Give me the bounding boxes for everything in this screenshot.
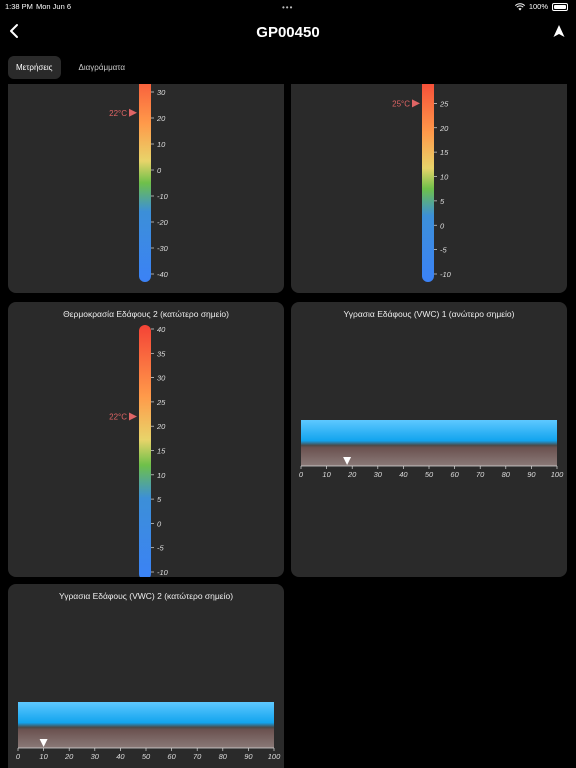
thermometer-gauge: 40 35 30 25 20 15 10 5 0 -5 -10 22°C	[109, 325, 169, 577]
tick-label: 100	[268, 752, 281, 761]
tick-label: 0	[299, 470, 304, 479]
status-date: Mon Jun 6	[36, 2, 72, 11]
tick-label: -20	[157, 218, 169, 227]
tick-label: 30	[91, 752, 100, 761]
card-soil-temperature-2: Θερμοκρασία Εδάφους 2 (κατώτερο σημείο) …	[8, 302, 284, 577]
moisture-gauge: 0 10 20 30 40 50 60 70 80 90 100	[299, 420, 564, 479]
tick-label: 10	[322, 470, 331, 479]
tick-label: -5	[157, 544, 164, 553]
tick-label: 60	[450, 470, 459, 479]
thermometer-tube	[139, 325, 151, 577]
page-title: GP00450	[256, 24, 320, 41]
tick-label: 70	[476, 470, 485, 479]
tick-label: 90	[527, 470, 536, 479]
thermometer-tube	[422, 84, 434, 282]
card-title: Υγρασια Εδάφους (VWC) 2 (κατώτερο σημείο…	[58, 591, 234, 601]
tick-label: -10	[157, 568, 169, 577]
tick-label: 5	[440, 197, 445, 206]
tick-label: 40	[116, 752, 125, 761]
card-title: Υγρασια Εδάφους (VWC) 1 (ανώτερο σημείο)	[343, 309, 515, 319]
tick-label: 40	[399, 470, 408, 479]
tick-label: 80	[219, 752, 228, 761]
tick-label: 25	[439, 99, 449, 108]
value-marker-icon	[343, 457, 352, 465]
tick-label: -10	[440, 270, 452, 279]
tick-label: 20	[347, 470, 357, 479]
tick-label: 60	[167, 752, 176, 761]
tick-label: 35	[157, 349, 166, 358]
battery-icon	[552, 2, 568, 11]
tick-label: 70	[193, 752, 202, 761]
tick-label: 15	[157, 447, 166, 456]
tick-label: 50	[425, 470, 434, 479]
tick-label: 30	[157, 374, 166, 383]
moisture-gauge: 0 10 20 30 40 50 60 70 80 90 100	[16, 702, 281, 761]
tick-label: 30	[374, 470, 383, 479]
tick-label: 80	[502, 470, 511, 479]
tick-label: 40	[157, 325, 166, 334]
back-chevron-icon[interactable]	[8, 22, 22, 40]
tick-label: 15	[440, 148, 449, 157]
card-soil-moisture-1: Υγρασια Εδάφους (VWC) 1 (ανώτερο σημείο)…	[291, 302, 567, 577]
value-marker-icon	[129, 412, 137, 421]
card-soil-moisture-2: Υγρασια Εδάφους (VWC) 2 (κατώτερο σημείο…	[8, 584, 284, 768]
value-label: 22°C	[109, 412, 127, 421]
tick-label: -30	[157, 244, 169, 253]
tick-label: 50	[142, 752, 151, 761]
moisture-bar	[301, 420, 557, 466]
value-marker-icon	[129, 108, 137, 117]
tick-label: 25	[156, 398, 166, 407]
tick-label: -5	[440, 246, 447, 255]
multitasking-dots-icon[interactable]: •••	[282, 3, 294, 12]
tick-label: 90	[244, 752, 253, 761]
tab-charts[interactable]: Διαγράμματα	[78, 63, 125, 72]
tick-label: 20	[156, 114, 166, 123]
segmented-tabs: Μετρήσεις Διαγράμματα	[8, 56, 133, 79]
tick-label: 0	[16, 752, 21, 761]
tick-label: 0	[157, 519, 162, 528]
tick-label: 100	[551, 470, 564, 479]
tick-label: -40	[157, 270, 169, 279]
wifi-icon	[514, 2, 525, 10]
thermometer-tube	[139, 84, 151, 282]
value-label: 22°C	[109, 109, 127, 118]
tick-label: 10	[157, 140, 166, 149]
navigation-bar: GP00450	[0, 14, 576, 52]
location-arrow-icon[interactable]	[552, 24, 566, 38]
tick-label: 20	[156, 422, 166, 431]
moisture-bar	[18, 702, 274, 748]
tick-label: -10	[157, 192, 169, 201]
value-label: 25°C	[392, 99, 410, 108]
tick-label: 10	[440, 173, 449, 182]
tick-label: 30	[157, 88, 166, 97]
status-time: 1:38 PM	[5, 2, 33, 11]
tick-label: 10	[39, 752, 48, 761]
tab-measurements[interactable]: Μετρήσεις	[8, 56, 61, 79]
tick-label: 5	[157, 495, 162, 504]
battery-percent: 100%	[528, 2, 548, 11]
value-marker-icon	[39, 739, 48, 747]
tick-label: 20	[439, 124, 449, 133]
status-bar: 1:38 PM Mon Jun 6 ••• 100%	[0, 0, 576, 14]
tick-label: 0	[440, 221, 445, 230]
tick-label: 10	[157, 471, 166, 480]
card-title: Θερμοκρασία Εδάφους 2 (κατώτερο σημείο)	[63, 309, 229, 319]
tick-label: 20	[64, 752, 74, 761]
value-marker-icon	[412, 99, 420, 108]
tick-label: 0	[157, 166, 162, 175]
